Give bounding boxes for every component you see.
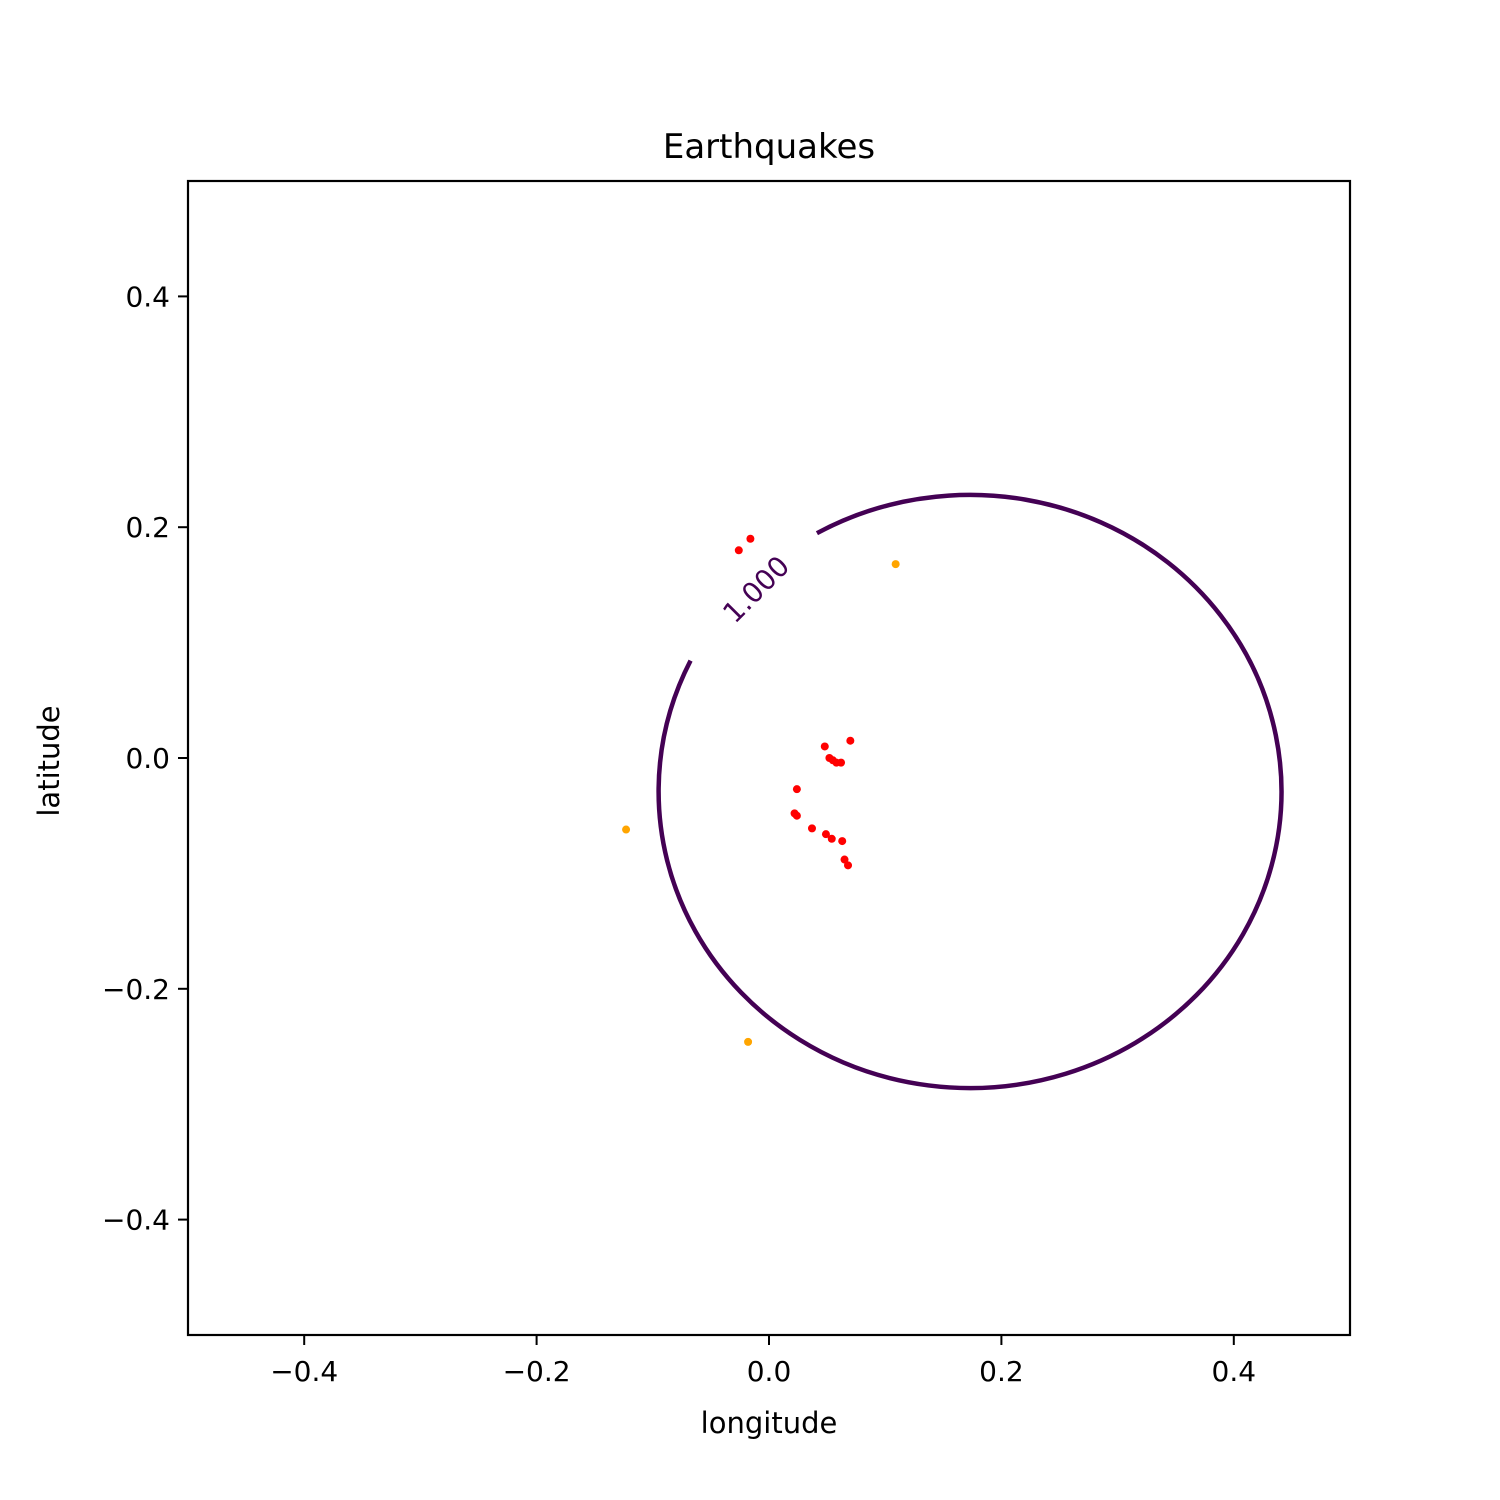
- data-point: [820, 742, 829, 751]
- chart-title: Earthquakes: [663, 127, 875, 167]
- contour-line: [656, 492, 1284, 1091]
- x-tick-label: 0.4: [1212, 1355, 1257, 1388]
- data-point: [792, 811, 801, 820]
- data-point: [734, 546, 743, 555]
- x-axis-label: longitude: [701, 1406, 838, 1440]
- y-tick-label: 0.4: [125, 280, 170, 313]
- data-point: [622, 825, 631, 834]
- data-point: [844, 861, 853, 870]
- points-layer: [622, 534, 900, 1046]
- y-tick-label: −0.2: [102, 973, 170, 1006]
- y-tick-label: −0.4: [102, 1204, 170, 1237]
- plot-area: 1.000: [186, 179, 1352, 1337]
- data-point: [840, 855, 849, 864]
- data-point: [807, 824, 816, 833]
- y-tick-label: 0.2: [125, 511, 170, 544]
- data-point: [746, 534, 755, 543]
- y-axis: −0.4 −0.2 0.0 0.2 0.4: [102, 280, 188, 1237]
- y-axis-label: latitude: [32, 705, 66, 816]
- data-point: [891, 560, 900, 569]
- x-axis: −0.4 −0.2 0.0 0.2 0.4: [270, 1335, 1256, 1388]
- plot-background: [188, 181, 1350, 1335]
- x-tick-label: −0.2: [503, 1355, 571, 1388]
- data-point: [837, 758, 846, 767]
- x-tick-label: 0.0: [747, 1355, 792, 1388]
- x-tick-label: 0.2: [979, 1355, 1024, 1388]
- data-point: [827, 834, 836, 843]
- data-point: [846, 736, 855, 745]
- y-tick-label: 0.0: [125, 742, 170, 775]
- data-point: [744, 1037, 753, 1046]
- data-point: [838, 837, 847, 846]
- data-point: [821, 830, 830, 839]
- x-tick-label: −0.4: [270, 1355, 338, 1388]
- data-point: [792, 785, 801, 794]
